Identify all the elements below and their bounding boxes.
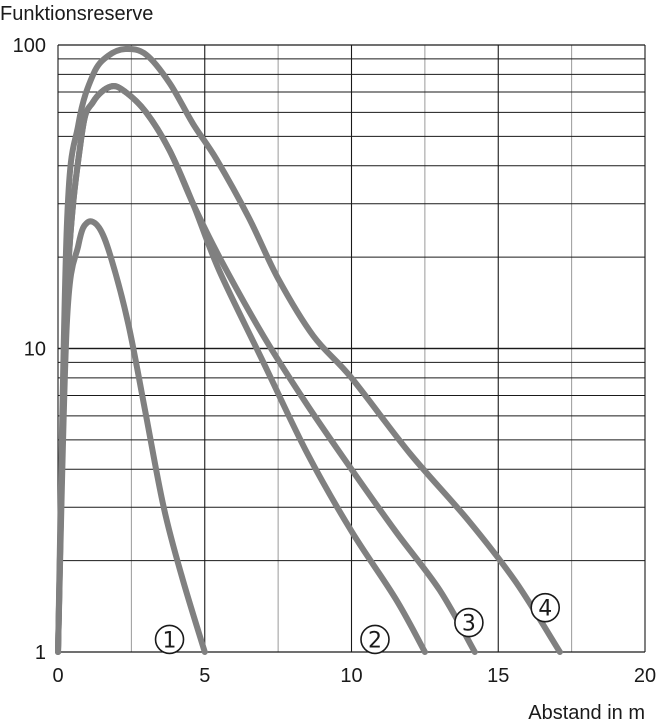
x-axis-title: Abstand in m	[528, 702, 645, 720]
series-group	[55, 45, 563, 655]
x-tick-label: 0	[52, 665, 63, 687]
series-4-line	[55, 45, 563, 655]
annotation-label: 3	[462, 612, 476, 637]
y-tick-label: 10	[24, 339, 46, 361]
annotation-label: 2	[368, 628, 382, 653]
annotation-circle	[154, 624, 185, 655]
x-tick-label: 15	[487, 665, 509, 687]
x-tick-label: 10	[340, 665, 362, 687]
annotation-circle	[360, 624, 390, 655]
annotation-label: 1	[163, 628, 177, 653]
y-tick-label: 1	[35, 642, 46, 664]
series-2-line	[55, 83, 428, 655]
y-tick-label: 100	[13, 35, 46, 57]
annotation-circle	[530, 592, 561, 623]
x-tick-label: 5	[199, 665, 210, 687]
annotation-circle	[454, 607, 484, 638]
y-axis-title: Funktionsreserve	[0, 3, 153, 25]
series-annotations: 1 2 3 4	[154, 592, 561, 655]
series-3-line	[55, 83, 478, 655]
ticks: 0 5 10 15 20 1 10 100	[13, 35, 657, 687]
annotation-label: 4	[538, 597, 552, 622]
grid	[57, 44, 646, 653]
x-tick-label: 20	[634, 665, 656, 687]
